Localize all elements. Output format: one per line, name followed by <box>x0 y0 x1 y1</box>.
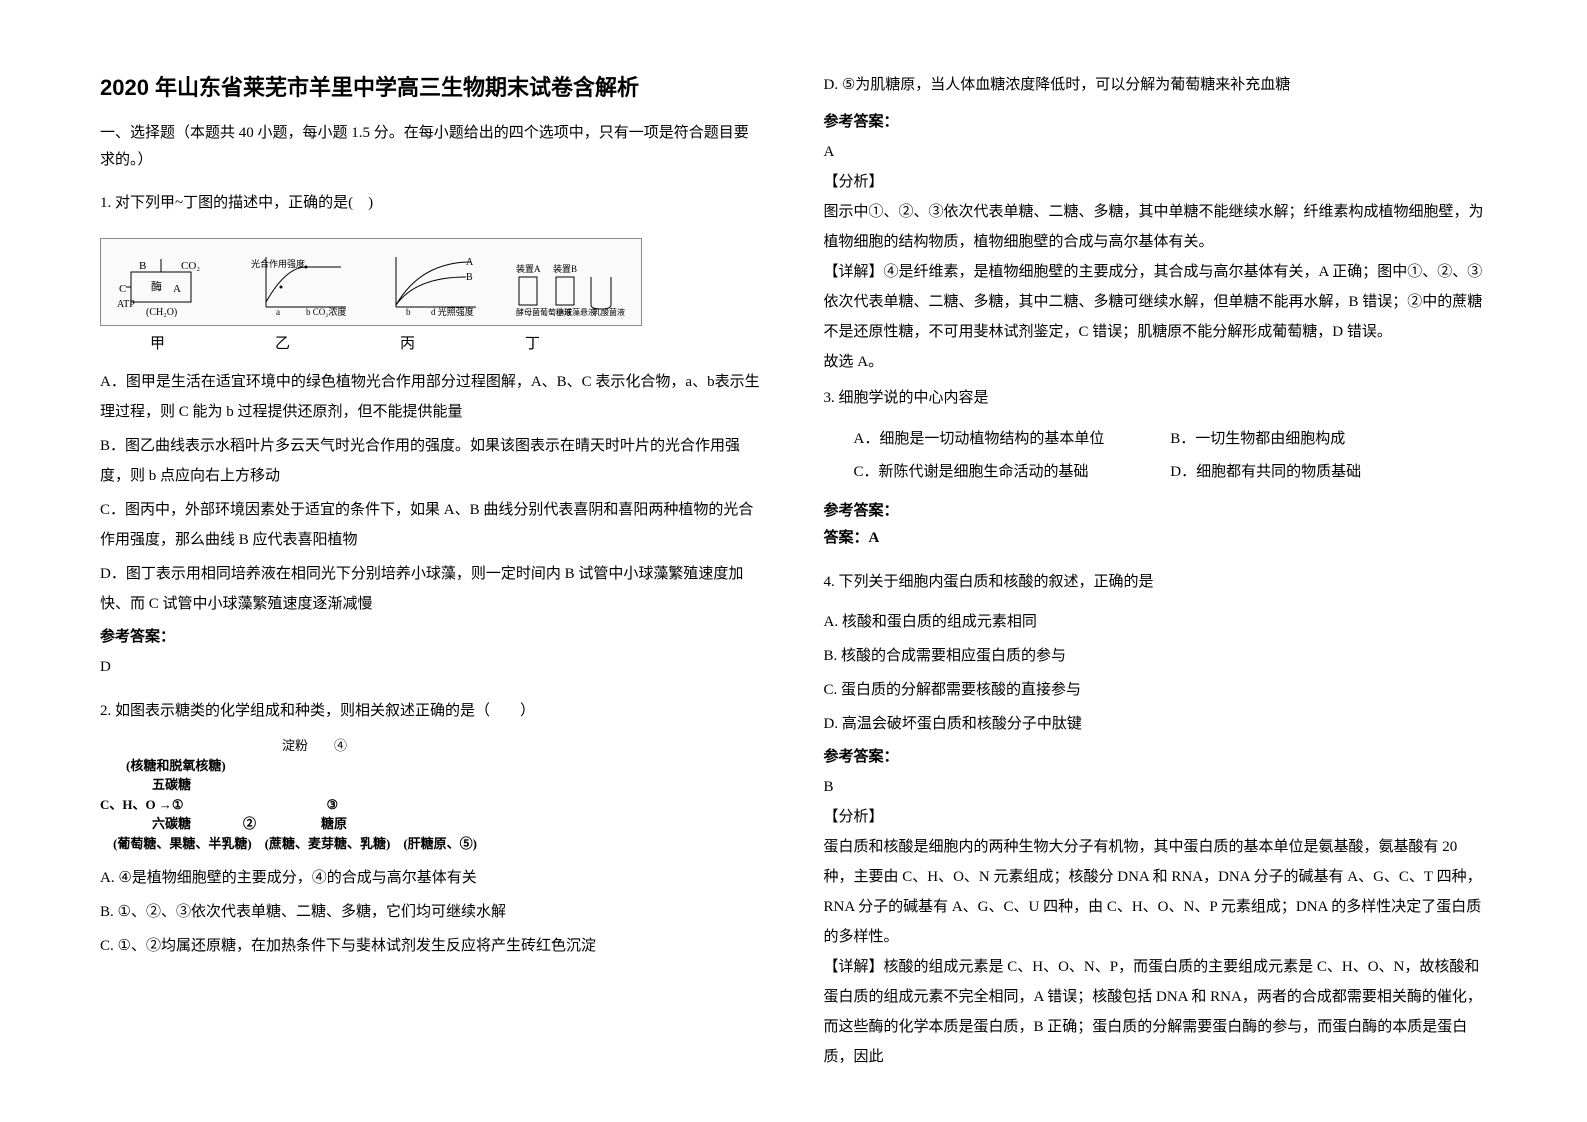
svg-text:光合作用强度: 光合作用强度 <box>251 258 305 269</box>
q3-optA: A．细胞是一切动植物结构的基本单位 <box>854 423 1171 456</box>
question-4: 4. 下列关于细胞内蛋白质和核酸的叙述，正确的是 A. 核酸和蛋白质的组成元素相… <box>824 567 1488 1072</box>
q4-detail-text: 核酸的组成元素是 C、H、O、N、P，而蛋白质的主要组成元素是 C、H、O、N，… <box>824 959 1482 1065</box>
q4-analysis: 蛋白质和核酸是细胞内的两种生物大分子有机物，其中蛋白质的基本单位是氨基酸，氨基酸… <box>824 832 1488 952</box>
q2-d-line4: C、H、O →① ③ <box>100 795 764 815</box>
q1-optC: C．图丙中，外部环境因素处于适宜的条件下，如果 A、B 曲线分别代表喜阴和喜阳两… <box>100 495 764 555</box>
diagram-ding: 装置A 装置B 酵母菌葡萄糖液 小球藻悬液 乳酸菌液 <box>511 247 631 317</box>
svg-text:CO₂: CO₂ <box>181 260 200 272</box>
right-column: D. ⑤为肌糖原，当人体血糖浓度降低时，可以分解为葡萄糖来补充血糖 参考答案： … <box>824 70 1488 1072</box>
question-3: 3. 细胞学说的中心内容是 A．细胞是一切动植物结构的基本单位 B．一切生物都由… <box>824 383 1488 553</box>
q4-ans-label: 参考答案： <box>824 745 1488 766</box>
svg-text:d 光照强度: d 光照强度 <box>431 306 474 317</box>
q1-labels: 甲 乙 丙 丁 <box>100 332 764 353</box>
q2-d-line2: (核糖和脱氧核糖) <box>100 756 764 776</box>
label-bing: 丙 <box>400 332 415 353</box>
q2-analysis: 图示中①、②、③依次代表单糖、二糖、多糖，其中单糖不能继续水解；纤维素构成植物细… <box>824 197 1488 257</box>
q2-conclude: 故选 A。 <box>824 347 1488 377</box>
svg-text:A: A <box>173 283 181 295</box>
q4-detail: 【详解】核酸的组成元素是 C、H、O、N、P，而蛋白质的主要组成元素是 C、H、… <box>824 952 1488 1072</box>
svg-text:a: a <box>276 307 280 317</box>
q2-detail-text: ④是纤维素，是植物细胞壁的主要成分，其合成与高尔基体有关，A 正确；图中①、②、… <box>824 264 1483 340</box>
section-heading: 一、选择题（本题共 40 小题，每小题 1.5 分。在每小题给出的四个选项中，只… <box>100 120 764 174</box>
q1-optB: B．图乙曲线表示水稻叶片多云天气时光合作用的强度。如果该图表示在晴天时叶片的光合… <box>100 431 764 491</box>
svg-text:装置A: 装置A <box>516 263 541 274</box>
svg-text:C: C <box>119 283 126 295</box>
question-1: 1. 对下列甲~丁图的描述中，正确的是( ) C B CO₂ A ATP 酶 (… <box>100 188 764 682</box>
diagram-bing: A B b d 光照强度 <box>381 247 481 317</box>
q4-analysis-label: 【分析】 <box>824 802 1488 832</box>
svg-text:B: B <box>466 272 473 283</box>
q2-optB: B. ①、②、③依次代表单糖、二糖、多糖，它们均可继续水解 <box>100 897 764 927</box>
label-jia: 甲 <box>150 332 165 353</box>
q2-d-line6: (葡萄糖、果糖、半乳糖) (蔗糖、麦芽糖、乳糖) (肝糖原、⑤) <box>100 834 764 854</box>
q3-optD: D．细胞都有共同的物质基础 <box>1170 456 1487 489</box>
q1-ans: D <box>100 652 764 682</box>
q3-optB: B．一切生物都由细胞构成 <box>1170 423 1487 456</box>
q4-ans: B <box>824 772 1488 802</box>
svg-text:小球藻悬液: 小球藻悬液 <box>556 307 596 317</box>
svg-text:b: b <box>406 307 411 317</box>
q1-diagram-row: C B CO₂ A ATP 酶 (CH₂O) 光合作用强度 a <box>111 247 631 317</box>
label-ding: 丁 <box>525 332 540 353</box>
svg-text:ATP: ATP <box>117 299 135 310</box>
q1-optA: A．图甲是生活在适宜环境中的绿色植物光合作用部分过程图解，A、B、C 表示化合物… <box>100 367 764 427</box>
q3-options: A．细胞是一切动植物结构的基本单位 B．一切生物都由细胞构成 C．新陈代谢是细胞… <box>854 423 1488 489</box>
q2-optA: A. ④是植物细胞壁的主要成分，④的合成与高尔基体有关 <box>100 863 764 893</box>
svg-text:(CH₂O): (CH₂O) <box>146 307 177 317</box>
left-column: 2020 年山东省莱芜市羊里中学高三生物期末试卷含解析 一、选择题（本题共 40… <box>100 70 764 1072</box>
q4-stem: 4. 下列关于细胞内蛋白质和核酸的叙述，正确的是 <box>824 567 1488 597</box>
q2-ans-label: 参考答案： <box>824 110 1488 131</box>
svg-text:b CO₂浓度: b CO₂浓度 <box>306 306 346 317</box>
q3-stem: 3. 细胞学说的中心内容是 <box>824 383 1488 413</box>
q4-optC: C. 蛋白质的分解都需要核酸的直接参与 <box>824 675 1488 705</box>
diagram-jia: C B CO₂ A ATP 酶 (CH₂O) <box>111 247 221 317</box>
q2-analysis-label: 【分析】 <box>824 167 1488 197</box>
svg-text:酶: 酶 <box>151 280 162 293</box>
q2-ans: A <box>824 137 1488 167</box>
q1-stem: 1. 对下列甲~丁图的描述中，正确的是( ) <box>100 188 764 218</box>
q1-diagram: C B CO₂ A ATP 酶 (CH₂O) 光合作用强度 a <box>100 238 642 326</box>
page-title: 2020 年山东省莱芜市羊里中学高三生物期末试卷含解析 <box>100 70 764 102</box>
svg-text:乳酸菌液: 乳酸菌液 <box>593 307 625 317</box>
q2-d-line3: 五碳糖 <box>100 775 764 795</box>
svg-text:装置B: 装置B <box>553 263 577 274</box>
q4-optB: B. 核酸的合成需要相应蛋白质的参与 <box>824 641 1488 671</box>
q2-d-line5: 六碳糖 ② 糖原 <box>100 814 764 834</box>
question-2: 2. 如图表示糖类的化学组成和种类，则相关叙述正确的是（ ） 淀粉 ④ (核糖和… <box>100 696 764 965</box>
q2-diagram: 淀粉 ④ (核糖和脱氧核糖) 五碳糖 C、H、O →① ③ 六碳糖 ② 糖原 (… <box>100 736 764 853</box>
q3-ans-label: 参考答案： <box>824 499 1488 520</box>
q1-optD: D．图丁表示用相同培养液在相同光下分别培养小球藻，则一定时间内 B 试管中小球藻… <box>100 559 764 619</box>
q2-d-line1: 淀粉 ④ <box>100 736 764 756</box>
q2-detail-label: 【详解】 <box>824 264 884 280</box>
q4-optD: D. 高温会破坏蛋白质和核酸分子中肽键 <box>824 709 1488 739</box>
q3-optC: C．新陈代谢是细胞生命活动的基础 <box>854 456 1171 489</box>
q3-ans: 答案：A <box>824 526 1488 547</box>
svg-text:A: A <box>466 257 474 268</box>
q2-optD: D. ⑤为肌糖原，当人体血糖浓度降低时，可以分解为葡萄糖来补充血糖 <box>824 70 1488 100</box>
label-yi: 乙 <box>275 332 290 353</box>
q2-detail: 【详解】④是纤维素，是植物细胞壁的主要成分，其合成与高尔基体有关，A 正确；图中… <box>824 257 1488 347</box>
q2-optC: C. ①、②均属还原糖，在加热条件下与斐林试剂发生反应将产生砖红色沉淀 <box>100 931 764 961</box>
q2-stem: 2. 如图表示糖类的化学组成和种类，则相关叙述正确的是（ ） <box>100 696 764 726</box>
q4-optA: A. 核酸和蛋白质的组成元素相同 <box>824 607 1488 637</box>
q1-ans-label: 参考答案： <box>100 625 764 646</box>
svg-text:B: B <box>139 260 146 272</box>
diagram-yi: 光合作用强度 a b CO₂浓度 <box>251 247 351 317</box>
q4-detail-label: 【详解】 <box>824 959 884 975</box>
